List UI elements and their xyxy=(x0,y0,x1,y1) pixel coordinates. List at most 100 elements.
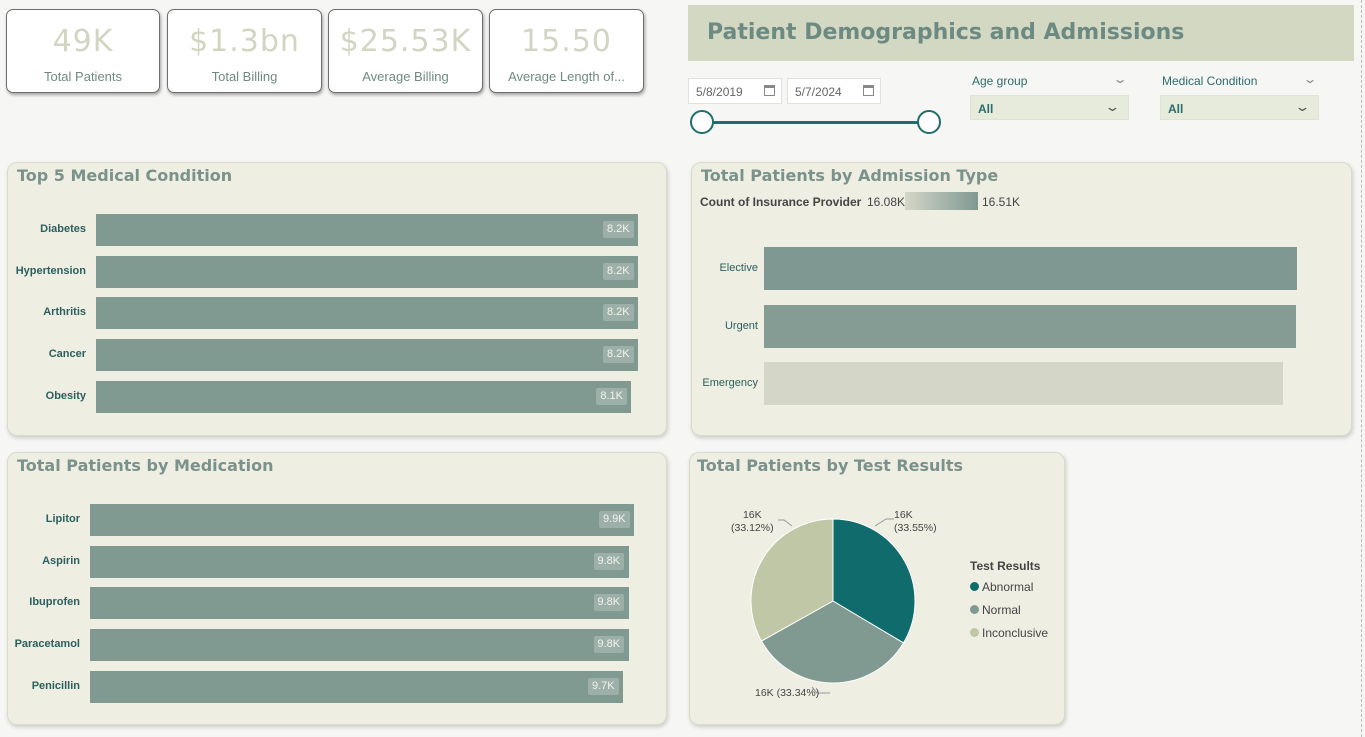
bar-data-label: 9.9K xyxy=(599,511,630,528)
gradient-legend-min: 16.08K xyxy=(867,195,906,209)
bar-category-label: Obesity xyxy=(45,389,86,402)
pie-legend-item[interactable]: Normal xyxy=(970,603,1021,617)
bar[interactable] xyxy=(764,362,1284,405)
kpi-label: Average Billing xyxy=(362,69,449,84)
date-slider-track[interactable] xyxy=(701,121,929,124)
bar-data-label: 8.2K xyxy=(603,221,634,238)
legend-dot-icon xyxy=(970,605,979,614)
bar-category-label: Urgent xyxy=(724,319,758,332)
date-end-value: 5/7/2024 xyxy=(795,85,842,99)
top-conditions-panel: Top 5 Medical Condition Diabetes 8.2K Hype… xyxy=(7,162,667,436)
pie-leader-line xyxy=(778,519,793,527)
bar[interactable] xyxy=(96,214,638,246)
pie-slice-inconclusive[interactable] xyxy=(750,518,834,642)
kpi-label: Total Patients xyxy=(43,69,123,84)
legend-label: Normal xyxy=(982,603,1021,617)
bar[interactable] xyxy=(90,670,623,703)
test-results-pie xyxy=(750,518,916,694)
pie-slice-abnormal[interactable] xyxy=(832,518,916,644)
medication-chart: Lipitor 9.9K Aspirin 9.8K Ibuprofen 9.8K Parac… xyxy=(8,453,666,724)
medical-condition-dropdown[interactable]: All ⌄ xyxy=(1160,95,1319,120)
bar-category-label: Arthritis xyxy=(43,306,86,319)
bar-category-label: Lipitor xyxy=(45,513,80,525)
bar-category-label: Emergency xyxy=(702,377,758,389)
medical-condition-filter-label: Medical Condition xyxy=(1162,74,1258,88)
medication-panel: Total Patients by Medication Lipitor 9.9K… xyxy=(7,452,667,725)
kpi-label: Total Billing xyxy=(211,69,278,84)
bar[interactable] xyxy=(90,504,634,536)
bar[interactable] xyxy=(764,247,1297,290)
date-slider-start-handle[interactable] xyxy=(690,110,714,134)
bar[interactable] xyxy=(90,545,629,578)
bar-category-label: Hypertension xyxy=(15,264,86,277)
window-edge xyxy=(1361,0,1362,737)
kpi-value: 15.50 xyxy=(521,24,612,59)
bar[interactable] xyxy=(90,629,629,662)
pie-leader-line xyxy=(874,518,894,527)
bar[interactable] xyxy=(96,255,638,288)
kpi-average-length-of-stay: 15.50 Average Length of... xyxy=(489,9,644,93)
bar[interactable] xyxy=(90,587,629,620)
bar-category-label: Penicillin xyxy=(31,679,80,692)
date-start-input[interactable]: 5/8/2019 xyxy=(688,78,782,104)
date-end-input[interactable]: 5/7/2024 xyxy=(787,78,881,104)
chevron-down-icon[interactable]: ⌄ xyxy=(1302,72,1318,86)
pie-label-line: 16K xyxy=(894,509,913,521)
panel-title: Total Patients by Test Results xyxy=(697,456,964,475)
bar[interactable] xyxy=(764,304,1297,348)
panel-title: Total Patients by Medication xyxy=(17,456,274,475)
header-banner: Patient Demographics and Admissions xyxy=(688,5,1354,61)
legend-label: Inconclusive xyxy=(982,626,1049,640)
kpi-value: $1.3bn xyxy=(189,24,300,59)
bar-data-label: 8.2K xyxy=(603,304,634,322)
pie-leader-line xyxy=(811,686,830,694)
kpi-average-billing: $25.53K Average Billing xyxy=(328,9,483,93)
panel-title: Top 5 Medical Condition xyxy=(17,166,233,185)
kpi-value: $25.53K xyxy=(339,24,472,59)
pie-legend-item[interactable]: Inconclusive xyxy=(970,626,1048,640)
gradient-legend-max: 16.51K xyxy=(982,195,1021,209)
bar-data-label: 8.2K xyxy=(603,346,634,364)
admission-type-chart: Elective Urgent Emergency xyxy=(692,163,1351,435)
bar-data-label: 9.8K xyxy=(593,552,625,570)
admission-type-panel: Total Patients by Admission Type Electiv… xyxy=(691,162,1352,436)
kpi-value: 49K xyxy=(52,24,114,59)
gradient-legend-title: Count of Insurance Provider xyxy=(700,195,862,209)
pie-label-normal: 16K (33.34%) xyxy=(755,687,819,700)
bar[interactable] xyxy=(96,380,632,413)
bar-data-label: 8.2K xyxy=(603,262,634,280)
bar-category-label: Paracetamol xyxy=(14,638,80,651)
bar[interactable] xyxy=(96,339,638,372)
date-start-value: 5/8/2019 xyxy=(696,85,743,99)
pie-label-abnormal: 16K (33.55%) xyxy=(894,509,937,535)
pie-legend-title: Test Results xyxy=(970,559,1041,573)
pie-label-inconclusive: 16K (33.12%) xyxy=(731,509,774,535)
chevron-down-icon: ⌄ xyxy=(1104,99,1121,114)
kpi-total-billing: $1.3bn Total Billing xyxy=(167,9,322,93)
kpi-total-patients: 49K Total Patients xyxy=(6,9,160,93)
legend-dot-icon xyxy=(970,582,979,591)
legend-label: Abnormal xyxy=(982,580,1034,594)
age-group-dropdown[interactable]: All ⌄ xyxy=(970,95,1129,120)
age-group-filter-label: Age group xyxy=(972,74,1028,88)
pie-label-line: (33.55%) xyxy=(894,522,937,534)
date-slider-end-handle[interactable] xyxy=(917,110,941,134)
age-group-selected: All xyxy=(978,102,994,116)
gradient-legend-bar xyxy=(905,192,978,210)
bar-category-label: Diabetes xyxy=(40,223,86,235)
chevron-down-icon[interactable]: ⌄ xyxy=(1112,72,1128,86)
page-title: Patient Demographics and Admissions xyxy=(707,20,1185,45)
chevron-down-icon: ⌄ xyxy=(1294,99,1311,114)
pie-label-line: 16K (33.34%) xyxy=(755,687,820,699)
bar-data-label: 8.1K xyxy=(596,387,628,405)
bar-data-label: 9.8K xyxy=(593,594,625,612)
medical-condition-selected: All xyxy=(1168,102,1184,116)
bar[interactable] xyxy=(96,297,638,330)
calendar-icon[interactable] xyxy=(863,85,874,96)
pie-label-line: 16K xyxy=(742,509,762,521)
bar-data-label: 9.8K xyxy=(593,636,625,654)
pie-legend-item[interactable]: Abnormal xyxy=(970,580,1033,594)
top-conditions-chart: Diabetes 8.2K Hypertension 8.2K Arthritis 8.2… xyxy=(8,163,666,435)
calendar-icon[interactable] xyxy=(764,85,775,96)
kpi-label: Average Length of... xyxy=(508,69,625,84)
